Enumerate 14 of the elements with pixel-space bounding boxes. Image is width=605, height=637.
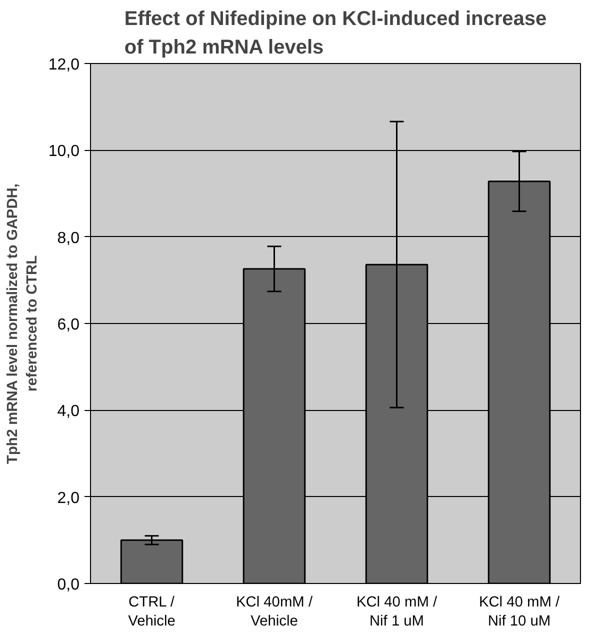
y-tick-label: 4,0 <box>57 403 80 420</box>
y-axis-title: Tph2 mRNA level normalized to GAPDH, referenced to CTRL <box>5 184 40 464</box>
y-tick-label: 10,0 <box>48 143 80 160</box>
x-tick-label: KCl 40 mM / Nif 1 uM <box>356 594 438 630</box>
x-tick-label: KCl 40 mM / Nif 10 uM <box>478 594 560 630</box>
chart-title: Effect of Nifedipine on KCl-induced increase of Tph2 mRNA levels <box>124 8 547 58</box>
y-tick-label: 2,0 <box>57 490 80 507</box>
bar <box>120 539 184 584</box>
x-tick-label: KCl 40mM / Vehicle <box>236 594 314 630</box>
y-tick-label: 8,0 <box>57 230 80 247</box>
x-tick-label: CTRL / Vehicle <box>128 594 176 630</box>
y-tick-label: 12,0 <box>48 56 80 74</box>
y-tick-label: 6,0 <box>57 316 80 334</box>
y-tick-label: 0,0 <box>57 576 80 594</box>
